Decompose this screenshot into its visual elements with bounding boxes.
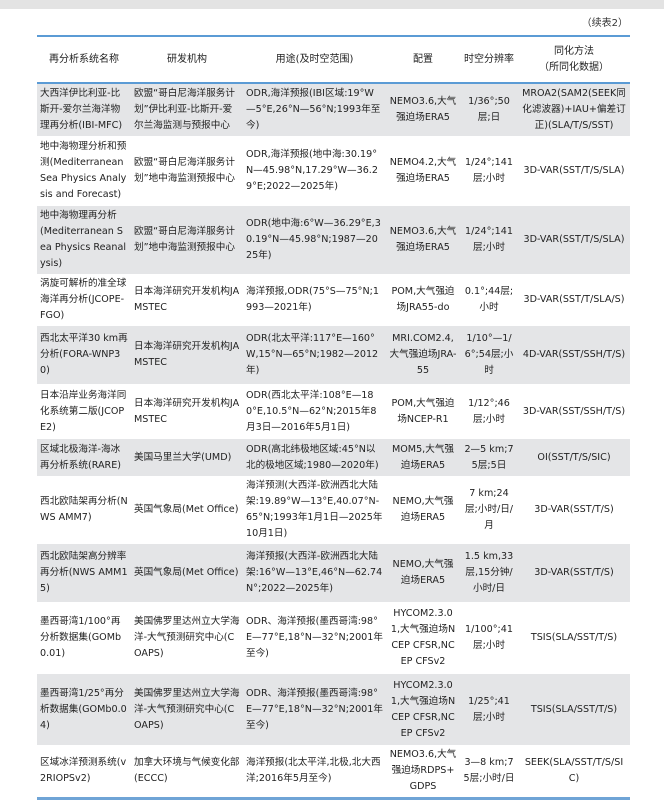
- cell-usage: 海洋预测(大西洋-欧洲西北大陆架:19.89°W—13°E,40.07°N-65…: [246, 480, 383, 539]
- cell-system-name: 西北太平洋30 km再分析(FORA-WNP30): [40, 333, 128, 376]
- cell-usage: 海洋预报,ODR(75°S—75°N;1993—2021年): [246, 286, 379, 313]
- cell-resolution: 1/36°;50层;日: [468, 96, 510, 123]
- cell-configuration: HYCOM2.3.01,大气强迫场NCEP CFSR,NCEP CFSv2: [390, 679, 456, 739]
- cell-assimilation: 3D-VAR(SST/T/S): [534, 504, 614, 515]
- cell-usage: 海洋预报(大西洋-欧洲西北大陆架:16°W—13°E,46°N—62.74N°;…: [246, 551, 383, 594]
- cell-configuration: POM,大气强迫场JRA55-do: [391, 286, 455, 313]
- cell-assimilation: OI(SST/T/S/SIC): [537, 451, 611, 463]
- cell-institution: 英国气象局(Met Office): [134, 504, 239, 515]
- cell-institution: 英国气象局(Met Office): [134, 567, 239, 578]
- cell-system-name: 涡旋可解析的准全球海洋再分析(JCOPE-FGO): [40, 278, 127, 321]
- cell-resolution: 1/100°;41层;小时: [465, 624, 513, 651]
- cell-assimilation: 3D-VAR(SST/T/S/SLA): [523, 165, 625, 176]
- continued-label: （续表2）: [581, 18, 628, 29]
- cell-institution: 日本海洋研究开发机构JAMSTEC: [134, 286, 240, 313]
- cell-system-name: 区域北极海洋-海冰再分析系统(RARE): [40, 443, 122, 471]
- cell-system-name: 西北欧陆架高分辨率再分析(NWS AMM15): [40, 551, 128, 594]
- table-row: 地中海物理再分析(Mediterranean Sea Physics Reana…: [37, 206, 630, 274]
- cell-institution: 日本海洋研究开发机构JAMSTEC: [134, 341, 240, 368]
- cell-resolution: 1/10°—1/6°;54层;小时: [464, 333, 514, 376]
- cell-institution: 欧盟“哥白尼海洋服务计划”地中海监测预报中心: [134, 157, 235, 184]
- cell-resolution: 1.5 km,33层,15分钟/小时/日: [464, 551, 514, 594]
- cell-institution: 美国佛罗里达州立大学海洋-大气预测研究中心(COAPS): [134, 616, 240, 659]
- cell-configuration: MOM5,大气强迫场ERA5: [391, 443, 455, 471]
- cell-institution: 加拿大环境与气候变化部(ECCC): [134, 757, 240, 784]
- cell-usage: ODR(西北太平洋:108°E—180°E,10.5°N—62°N;2015年8…: [246, 389, 377, 433]
- table-header-row: 再分析系统名称 研发机构 用途(及时空范围) 配置 时空分辨率 同化方法 （所同…: [37, 36, 630, 83]
- header-institution: 研发机构: [167, 53, 207, 65]
- cell-assimilation: TSIS(SLA/SST/T/S): [530, 632, 618, 643]
- cell-assimilation: 4D-VAR(SST/SSH/T/S): [522, 349, 626, 360]
- cell-resolution: 0.1°;44层;小时: [464, 286, 514, 313]
- table-row: 涡旋可解析的准全球海洋再分析(JCOPE-FGO) 日本海洋研究开发机构JAMST…: [37, 274, 630, 326]
- cell-configuration: NEMO,大气强迫场ERA5: [392, 559, 454, 586]
- table-row: 西北欧陆架再分析(NWS AMM7) 英国气象局(Met Office) 海洋预测(…: [37, 476, 630, 544]
- cell-usage: ODR(北太平洋:117°E—160°W,15°N—65°N;1982—2012…: [246, 333, 379, 376]
- table-row: 墨西哥湾1/25°再分析数据集(GOMb0.04) 美国佛罗里达州立大学海洋-大气…: [37, 674, 630, 745]
- cell-institution: 美国马里兰大学(UMD): [134, 451, 232, 463]
- cell-resolution: 2—5 km;75层;5日: [464, 443, 514, 471]
- header-configuration: 配置: [413, 53, 433, 65]
- header-usage: 用途(及时空范围): [275, 53, 354, 65]
- cell-system-name: 地中海物理再分析(Mediterranean Sea Physics Reana…: [40, 210, 127, 269]
- cell-resolution: 7 km;24层;小时/日/月: [464, 488, 514, 531]
- cell-configuration: NEMO3.6,大气强迫场ERA5: [389, 226, 457, 253]
- cell-usage: ODR(高北纬极地区域:45°N以北的极地区域;1980—2020年): [246, 443, 379, 471]
- top-bar: [0, 0, 664, 9]
- cell-usage: ODR(地中海:6°W—36.29°E,30.19°N—45.98°N;1987…: [246, 218, 381, 261]
- header-resolution: 时空分辨率: [464, 53, 514, 65]
- cell-system-name: 墨西哥湾1/25°再分析数据集(GOMb0.04): [40, 687, 127, 731]
- cell-institution: 美国佛罗里达州立大学海洋-大气预测研究中心(COAPS): [134, 687, 240, 731]
- cell-configuration: NEMO,大气强迫场ERA5: [392, 496, 454, 523]
- cell-usage: ODR、海洋预报(墨西哥湾:98°E—77°E,18°N—32°N;2001年至…: [246, 687, 383, 731]
- table-row: 大西洋伊比利亚-比斯开-爱尔兰海洋物理再分析(IBI-MFC) 欧盟“哥白尼海洋服…: [37, 83, 630, 136]
- cell-system-name: 日本沿岸业务海洋同化系统第二版(JCOPE2): [40, 389, 127, 433]
- table-row: 区域冰洋预测系统(v2RIOPSv2) 加拿大环境与气候变化部(ECCC) 海洋预报…: [37, 745, 630, 799]
- cell-assimilation: 3D-VAR(SST/SSH/T/S): [522, 405, 626, 417]
- cell-institution: 欧盟“哥白尼海洋服务计划”伊比利亚-比斯开-爱尔兰海监测与预报中心: [134, 88, 235, 131]
- table-row: 地中海物理分析和预测(Mediterranean Sea Physics Ana…: [37, 136, 630, 206]
- cell-assimilation: TSIS(SLA/SST/T/S): [530, 703, 618, 715]
- cell-institution: 日本海洋研究开发机构JAMSTEC: [134, 397, 240, 425]
- table-row: 墨西哥湾1/100°再分析数据集(GOMb0.01) 美国佛罗里达州立大学海洋-大…: [37, 602, 630, 674]
- cell-system-name: 地中海物理分析和预测(Mediterranean Sea Physics Ana…: [40, 141, 127, 200]
- cell-resolution: 1/12°;46层;小时: [468, 397, 510, 425]
- cell-resolution: 1/24°;141层;小时: [465, 157, 513, 184]
- cell-configuration: NEMO4.2,大气强迫场ERA5: [389, 157, 457, 184]
- cell-assimilation: MROA2(SAM2(SEEK同化滤波器)+IAU+偏差订正)(SLA/T/S/…: [522, 88, 626, 131]
- cell-usage: ODR,海洋预报(IBI区域:19°W—5°E,26°N—56°N;1993年至…: [246, 88, 381, 131]
- cell-configuration: MRI.COM2.4,大气强迫场JRA-55: [389, 333, 457, 376]
- cell-assimilation: 3D-VAR(SST/T/S): [534, 567, 614, 578]
- cell-resolution: 1/25°;41层;小时: [468, 695, 510, 723]
- cell-system-name: 西北欧陆架再分析(NWS AMM7): [40, 496, 128, 523]
- cell-configuration: HYCOM2.3.01,大气强迫场NCEP CFSR,NCEP CFSv2: [390, 608, 456, 667]
- table-row: 区域北极海洋-海冰再分析系统(RARE) 美国马里兰大学(UMD) ODR(高北纬极…: [37, 439, 630, 476]
- cell-resolution: 3—8 km;75层;小时/日: [463, 757, 515, 784]
- cell-usage: ODR、海洋预报(墨西哥湾:98°E—77°E,18°N—32°N;2001年至…: [246, 616, 383, 659]
- table-row: 日本沿岸业务海洋同化系统第二版(JCOPE2) 日本海洋研究开发机构JAMSTEC…: [37, 384, 630, 439]
- cell-assimilation: 3D-VAR(SST/T/S/SLA): [523, 234, 625, 245]
- cell-system-name: 墨西哥湾1/100°再分析数据集(GOMb0.01): [40, 616, 122, 659]
- table-row: 西北欧陆架高分辨率再分析(NWS AMM15) 英国气象局(Met Office)…: [37, 544, 630, 602]
- cell-assimilation: SEEK(SLA/SST/T/S/SIC): [524, 757, 624, 784]
- cell-system-name: 大西洋伊比利亚-比斯开-爱尔兰海洋物理再分析(IBI-MFC): [40, 88, 123, 131]
- cell-usage: ODR,海洋预报(地中海:30.19°N—45.98°N,17.29°W—36.…: [246, 149, 378, 192]
- reanalysis-systems-table: 再分析系统名称 研发机构 用途(及时空范围) 配置 时空分辨率 同化方法 （所同…: [37, 35, 630, 800]
- cell-configuration: NEMO3.6,大气强迫场RDPS+GDPS: [389, 749, 457, 792]
- header-system-name: 再分析系统名称: [49, 53, 119, 65]
- cell-configuration: POM,大气强迫场NCEP-R1: [391, 397, 455, 425]
- cell-configuration: NEMO3.6,大气强迫场ERA5: [389, 96, 457, 123]
- table-row: 西北太平洋30 km再分析(FORA-WNP30) 日本海洋研究开发机构JAMST…: [37, 326, 630, 384]
- cell-resolution: 1/24°;141层;小时: [465, 226, 513, 253]
- cell-usage: 海洋预报(北太平洋,北极,北大西洋;2016年5月至今): [246, 757, 381, 784]
- cell-assimilation: 3D-VAR(SST/T/SLA/S): [523, 294, 625, 305]
- cell-institution: 欧盟“哥白尼海洋服务计划”地中海监测预报中心: [134, 226, 235, 253]
- header-assimilation: 同化方法 （所同化数据）: [539, 45, 609, 73]
- cell-system-name: 区域冰洋预测系统(v2RIOPSv2): [40, 757, 127, 784]
